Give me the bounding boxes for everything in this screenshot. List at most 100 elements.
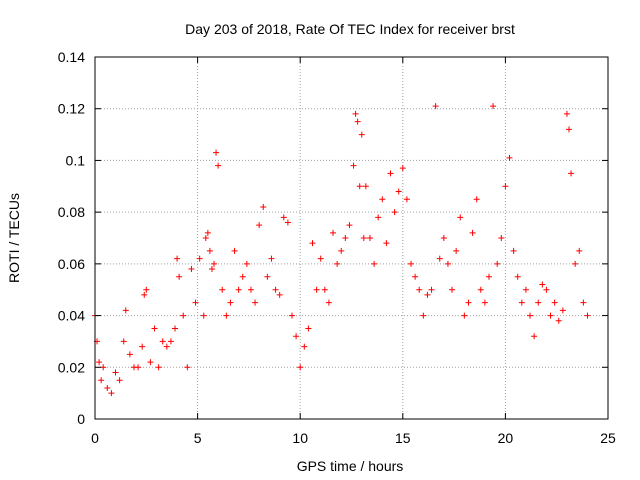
- y-axis-label: ROTI / TECUs: [6, 193, 22, 283]
- data-point: [453, 247, 460, 254]
- data-point: [580, 299, 587, 306]
- data-point: [420, 312, 427, 319]
- data-point: [338, 247, 345, 254]
- data-point: [288, 312, 295, 319]
- data-point: [184, 364, 191, 371]
- data-point: [551, 299, 558, 306]
- data-point: [243, 260, 250, 267]
- data-point: [539, 281, 546, 288]
- data-point: [305, 325, 312, 332]
- data-point: [424, 291, 431, 298]
- data-point: [293, 333, 300, 340]
- data-point: [155, 364, 162, 371]
- data-point: [325, 299, 332, 306]
- x-tick-label: 0: [91, 430, 99, 446]
- data-point: [143, 286, 150, 293]
- data-point: [122, 307, 129, 314]
- data-point: [268, 255, 275, 262]
- data-point: [432, 103, 439, 110]
- data-point: [358, 131, 365, 138]
- data-point: [116, 377, 123, 384]
- data-point: [543, 286, 550, 293]
- data-point: [139, 343, 146, 350]
- data-point: [360, 235, 367, 241]
- data-point: [98, 377, 105, 384]
- data-point: [383, 240, 390, 247]
- data-point: [227, 299, 234, 306]
- data-point: [366, 235, 373, 241]
- data-point: [481, 299, 488, 306]
- data-point: [428, 286, 435, 293]
- data-point: [276, 291, 283, 298]
- y-tick-label: 0.1: [66, 152, 86, 168]
- data-point: [408, 260, 415, 267]
- data-point: [490, 103, 497, 110]
- data-point: [208, 266, 215, 273]
- data-point: [494, 260, 501, 267]
- data-point: [126, 351, 133, 358]
- x-tick-label: 5: [194, 430, 202, 446]
- data-point: [391, 209, 398, 216]
- data-point: [334, 260, 341, 267]
- data-point: [576, 247, 583, 254]
- chart-title: Day 203 of 2018, Rate Of TEC Index for r…: [185, 21, 515, 37]
- y-tick-label: 0: [77, 411, 85, 427]
- data-point: [416, 286, 423, 293]
- data-point: [223, 312, 230, 319]
- data-point: [135, 364, 142, 371]
- data-point: [330, 229, 337, 236]
- data-point: [163, 343, 170, 350]
- data-point: [204, 229, 211, 236]
- data-point: [120, 338, 127, 345]
- data-point: [188, 266, 195, 273]
- data-point: [141, 291, 148, 298]
- y-tick-label: 0.04: [58, 308, 85, 324]
- data-point: [375, 214, 382, 221]
- x-tick-label: 25: [600, 430, 616, 446]
- data-point: [147, 359, 154, 366]
- data-point: [256, 222, 263, 229]
- data-point: [280, 214, 287, 221]
- data-point: [176, 273, 183, 280]
- data-point: [264, 273, 271, 280]
- data-point: [151, 325, 158, 332]
- data-point: [559, 307, 566, 314]
- data-point: [200, 312, 207, 319]
- data-point: [108, 390, 115, 397]
- data-point: [215, 162, 222, 169]
- data-point: [174, 255, 181, 262]
- data-point: [321, 286, 328, 293]
- y-tick-label: 0.02: [58, 359, 85, 375]
- data-point: [272, 286, 279, 293]
- data-point: [518, 299, 525, 306]
- data-point: [395, 188, 402, 195]
- data-points: [92, 103, 591, 397]
- data-point: [96, 359, 103, 366]
- data-point: [485, 273, 492, 280]
- grid: [95, 57, 608, 419]
- y-tick-label: 0.12: [58, 101, 85, 117]
- data-point: [219, 286, 226, 293]
- data-point: [352, 110, 359, 117]
- data-point: [342, 235, 349, 241]
- data-point: [387, 170, 394, 177]
- data-point: [535, 299, 542, 306]
- data-point: [284, 219, 291, 226]
- data-point: [213, 149, 220, 156]
- y-tick-label: 0.14: [58, 49, 85, 65]
- data-point: [449, 286, 456, 293]
- data-point: [555, 317, 562, 324]
- data-point: [412, 273, 419, 280]
- data-point: [584, 312, 591, 319]
- data-point: [473, 196, 480, 203]
- data-point: [502, 183, 509, 190]
- data-point: [192, 299, 199, 306]
- y-tick-label: 0.06: [58, 256, 85, 272]
- x-tick-label: 15: [395, 430, 411, 446]
- data-point: [403, 196, 410, 203]
- data-point: [350, 162, 357, 169]
- x-tick-label: 20: [498, 430, 514, 446]
- data-point: [527, 312, 534, 319]
- data-point: [436, 255, 443, 262]
- data-point: [301, 343, 308, 350]
